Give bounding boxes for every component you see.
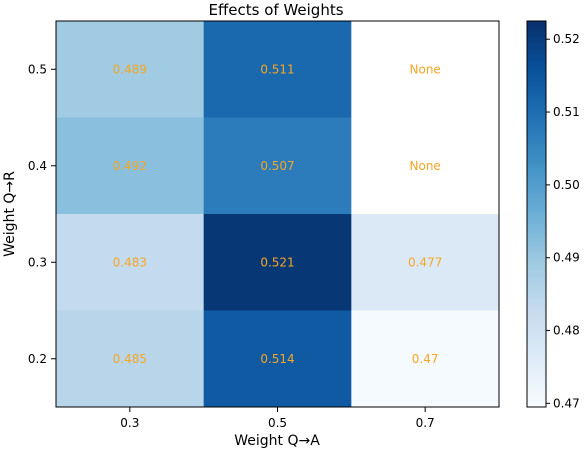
- heatmap-cell: [56, 21, 205, 118]
- colorbar-tick-label: 0.48: [553, 324, 580, 338]
- heatmap-cell: [56, 310, 205, 408]
- heatmap-cells: [56, 21, 500, 408]
- heatmap-cell: [56, 214, 205, 311]
- heatmap-cell: [56, 117, 205, 215]
- heatmap-cell-label: 0.485: [113, 352, 147, 366]
- x-tick-label: 0.5: [268, 416, 287, 430]
- x-tick-label: 0.7: [416, 416, 435, 430]
- y-tick-label: 0.2: [28, 352, 47, 366]
- heatmap-cell-label: 0.521: [260, 255, 294, 269]
- colorbar-ticks: 0.47 0.48 0.49 0.50 0.51 0.52: [546, 32, 580, 410]
- colorbar: [526, 20, 547, 408]
- y-axis-label: Weight Q→R: [2, 171, 18, 257]
- colorbar-tick-label: 0.52: [553, 32, 580, 46]
- heatmap-cell: [203, 310, 352, 408]
- heatmap-cell: [351, 214, 500, 311]
- heatmap-cell-label: None: [410, 159, 441, 173]
- x-tick-label: 0.3: [120, 416, 139, 430]
- heatmap-cell-label: None: [410, 62, 441, 76]
- chart-title: Effects of Weights: [208, 1, 343, 19]
- heatmap-cell: [351, 310, 500, 408]
- heatmap-cell: [351, 21, 500, 118]
- heatmap-cell-label: 0.507: [260, 159, 294, 173]
- heatmap-cell: [203, 117, 352, 215]
- colorbar-tick-label: 0.51: [553, 105, 580, 119]
- heatmap-cell-label: 0.47: [412, 352, 439, 366]
- y-tick-label: 0.5: [28, 62, 47, 76]
- heatmap-cell-label: 0.492: [113, 159, 147, 173]
- colorbar-tick-label: 0.49: [553, 251, 580, 265]
- heatmap-cell-label: 0.514: [260, 352, 294, 366]
- heatmap-cell-label: 0.483: [113, 255, 147, 269]
- heatmap-cell: [351, 117, 500, 215]
- heatmap-cell-labels: 0.489 0.511 None 0.492 0.507 None 0.483 0.521 0.…: [113, 62, 443, 366]
- colorbar-tick-label: 0.50: [553, 178, 580, 192]
- heatmap-cell-label: 0.489: [113, 62, 147, 76]
- x-axis-label: Weight Q→A: [234, 433, 320, 449]
- colorbar-tick-label: 0.47: [553, 396, 580, 410]
- heatmap-cell-label: 0.511: [260, 62, 294, 76]
- y-axis-ticks: 0.5 0.4 0.3 0.2: [28, 62, 56, 366]
- x-axis-ticks: 0.3 0.5 0.7: [120, 407, 435, 430]
- y-tick-label: 0.4: [28, 159, 47, 173]
- heatmap-cell: [203, 21, 352, 118]
- heatmap-cell-label: 0.477: [408, 255, 442, 269]
- y-tick-label: 0.3: [28, 255, 47, 269]
- heatmap-cell: [203, 214, 352, 311]
